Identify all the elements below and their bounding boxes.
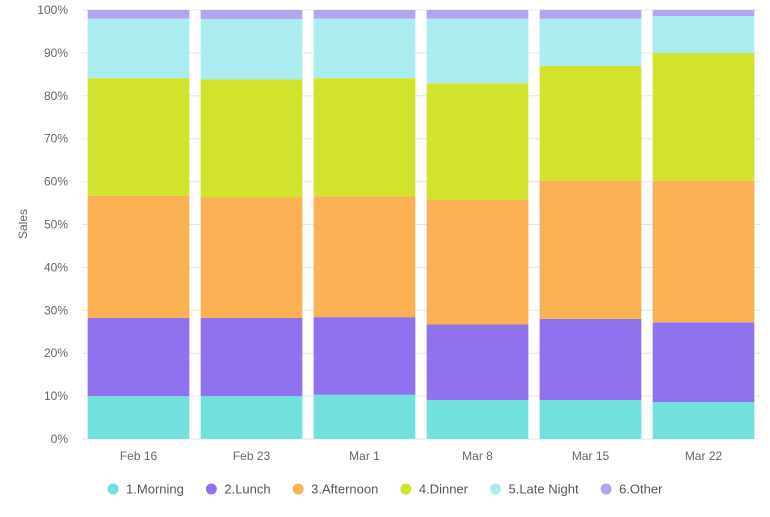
legend-item[interactable]: 5.Late Night xyxy=(489,482,579,497)
bar-segment[interactable] xyxy=(539,18,642,66)
bar-segment[interactable] xyxy=(87,318,190,397)
y-tick-label: 0% xyxy=(51,432,69,446)
x-tick-label: Feb 23 xyxy=(233,449,271,463)
bar-segment[interactable] xyxy=(87,195,190,319)
legend-label: 3.Afternoon xyxy=(311,482,378,497)
legend-item[interactable]: 1.Morning xyxy=(107,482,184,497)
y-tick-label: 40% xyxy=(44,260,68,274)
legend-marker-icon xyxy=(205,483,217,495)
bar-segment[interactable] xyxy=(87,18,190,79)
x-axis-ticks: Feb 16 Feb 23 Mar 1 Mar 8 Mar 15 Mar 22 xyxy=(120,449,723,463)
legend-label: 1.Morning xyxy=(126,482,184,497)
legend-item[interactable]: 3.Afternoon xyxy=(292,482,379,497)
bar-segment[interactable] xyxy=(652,180,755,323)
grid-lines xyxy=(82,9,760,440)
y-tick-label: 10% xyxy=(44,389,68,403)
bar-segment[interactable] xyxy=(539,180,642,319)
y-tick-label: 70% xyxy=(44,132,68,146)
bar-segment[interactable] xyxy=(426,399,529,439)
legend-item[interactable]: 4.Dinner xyxy=(400,482,469,497)
bar-segment[interactable] xyxy=(313,78,416,197)
bar-segment[interactable] xyxy=(426,18,529,84)
y-tick-label: 30% xyxy=(44,303,68,317)
y-tick-label: 20% xyxy=(44,346,68,360)
legend-label: 2.Lunch xyxy=(224,482,270,497)
x-tick-label: Mar 15 xyxy=(572,449,610,463)
bar-segment[interactable] xyxy=(426,199,529,325)
bar-segment[interactable] xyxy=(200,79,303,198)
bar-segment[interactable] xyxy=(200,318,303,397)
legend-label: 6.Other xyxy=(619,482,663,497)
bar-segment[interactable] xyxy=(652,52,755,181)
x-tick-label: Mar 1 xyxy=(349,449,380,463)
x-tick-label: Mar 22 xyxy=(685,449,723,463)
bar-segment[interactable] xyxy=(652,402,755,439)
bar-segment[interactable] xyxy=(87,10,190,19)
legend: 1.Morning 2.Lunch 3.Afternoon 4.Dinner 5.Lat… xyxy=(107,482,664,497)
bar-stack[interactable] xyxy=(426,10,529,439)
bar-segment[interactable] xyxy=(539,399,642,439)
y-tick-label: 50% xyxy=(44,218,68,232)
bar-segment[interactable] xyxy=(539,65,642,181)
y-tick-label: 80% xyxy=(44,89,68,103)
legend-marker-icon xyxy=(400,483,412,495)
bar-segment[interactable] xyxy=(426,324,529,400)
bar-segment[interactable] xyxy=(200,396,303,439)
y-tick-label: 100% xyxy=(37,3,68,17)
bar-segment[interactable] xyxy=(313,394,416,439)
legend-label: 4.Dinner xyxy=(419,482,469,497)
bar-segment[interactable] xyxy=(652,16,755,53)
bar-segment[interactable] xyxy=(200,10,303,20)
bar-stack[interactable] xyxy=(200,10,303,439)
bar-segment[interactable] xyxy=(539,318,642,400)
bar-segment[interactable] xyxy=(426,83,529,200)
bar-segment[interactable] xyxy=(426,10,529,19)
legend-item[interactable]: 2.Lunch xyxy=(205,482,271,497)
bar-segment[interactable] xyxy=(313,10,416,19)
y-axis-title: Sales xyxy=(16,209,30,239)
legend-marker-icon xyxy=(489,483,501,495)
bar-segment[interactable] xyxy=(313,18,416,79)
legend-marker-icon xyxy=(600,483,612,495)
bar-segment[interactable] xyxy=(200,197,303,319)
legend-marker-icon xyxy=(107,483,119,495)
legend-label: 5.Late Night xyxy=(508,482,578,497)
legend-marker-icon xyxy=(292,483,304,495)
bar-stack[interactable] xyxy=(652,10,755,439)
bar-stack[interactable] xyxy=(87,10,190,439)
x-tick-label: Mar 8 xyxy=(462,449,493,463)
bars xyxy=(87,10,755,439)
bar-segment[interactable] xyxy=(539,10,642,19)
bar-stack[interactable] xyxy=(313,10,416,439)
bar-segment[interactable] xyxy=(200,19,303,80)
bar-segment[interactable] xyxy=(652,10,755,17)
x-tick-label: Feb 16 xyxy=(120,449,158,463)
y-tick-label: 60% xyxy=(44,175,68,189)
bar-segment[interactable] xyxy=(313,317,416,395)
y-axis-ticks: 0% 10% 20% 30% 40% 50% 60% 70% 80% 90% 100% xyxy=(37,3,68,446)
legend-item[interactable]: 6.Other xyxy=(600,482,664,497)
bar-segment[interactable] xyxy=(313,196,416,318)
bar-segment[interactable] xyxy=(87,396,190,439)
bar-stack[interactable] xyxy=(539,10,642,439)
bar-segment[interactable] xyxy=(87,78,190,196)
bar-segment[interactable] xyxy=(652,322,755,403)
y-tick-label: 90% xyxy=(44,46,68,60)
